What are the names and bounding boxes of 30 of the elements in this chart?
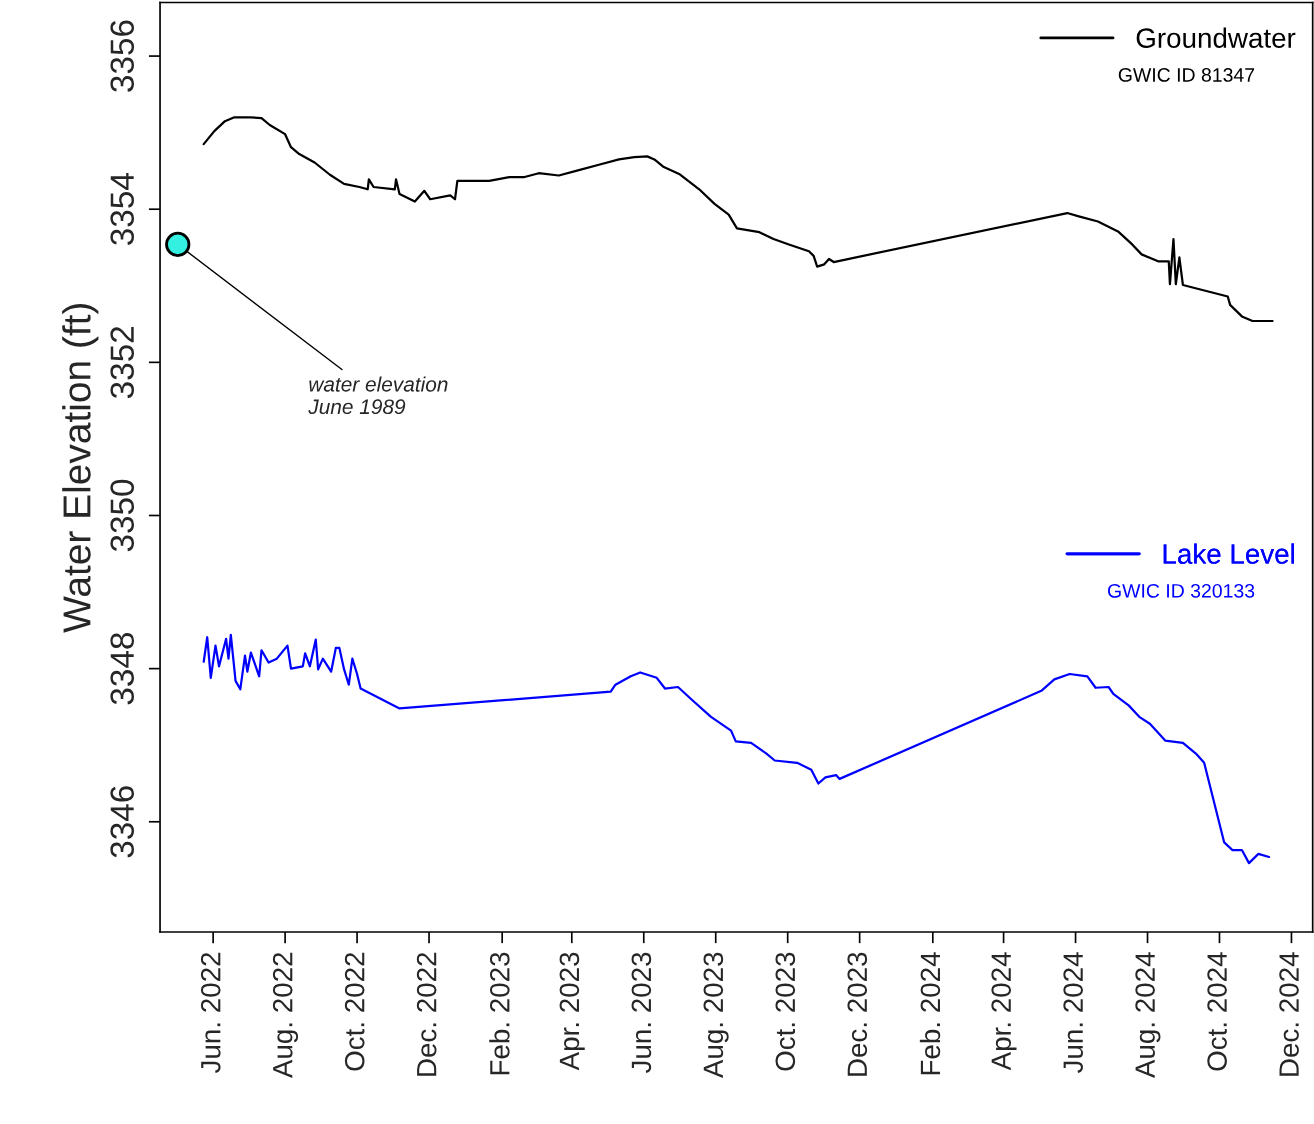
x-tick-label: Jun. 2024 — [1063, 952, 1084, 1074]
y-tick-label: 3354 — [110, 173, 135, 246]
annotation: GWIC ID 81347 — [1118, 68, 1255, 82]
y-tick-label: 3350 — [110, 479, 135, 552]
legend-label: Lake Level — [1163, 543, 1294, 564]
x-tick-label: Jun. 2022 — [200, 952, 221, 1074]
x-tick-label: Apr. 2023 — [559, 952, 585, 1071]
y-tick-label: 3348 — [110, 632, 135, 705]
x-tick-label: Aug. 2023 — [703, 952, 729, 1079]
x-tick-label: Oct. 2024 — [1207, 952, 1227, 1071]
x-tick-label: Oct. 2023 — [775, 952, 796, 1071]
x-tick-label: Feb. 2023 — [489, 952, 510, 1075]
x-tick-label: Apr. 2024 — [991, 952, 1017, 1071]
y-tick-label: 3346 — [110, 786, 135, 858]
y-axis-title: Water Elevation (ft) — [62, 303, 99, 633]
legend-label: Groundwater — [1136, 27, 1296, 48]
line-series — [202, 633, 1271, 865]
x-tick-label: Oct. 2022 — [344, 952, 365, 1071]
y-tick-label: 3356 — [110, 20, 135, 92]
x-tick-label: Dec. 2024 — [1279, 952, 1299, 1076]
x-tick-label: Dec. 2023 — [847, 952, 868, 1076]
x-tick-label: Jun. 2023 — [631, 952, 652, 1074]
x-tick-label: Feb. 2024 — [919, 952, 941, 1075]
annotation: water elevation June 1989 — [308, 376, 448, 415]
y-tick-label: 3352 — [110, 326, 135, 399]
line-series — [202, 116, 1274, 323]
x-tick-label: Dec. 2022 — [416, 952, 437, 1076]
annotation: GWIC ID 320133 — [1107, 583, 1255, 598]
x-tick-label: Aug. 2022 — [272, 952, 299, 1079]
x-tick-label: Aug. 2024 — [1135, 952, 1161, 1079]
